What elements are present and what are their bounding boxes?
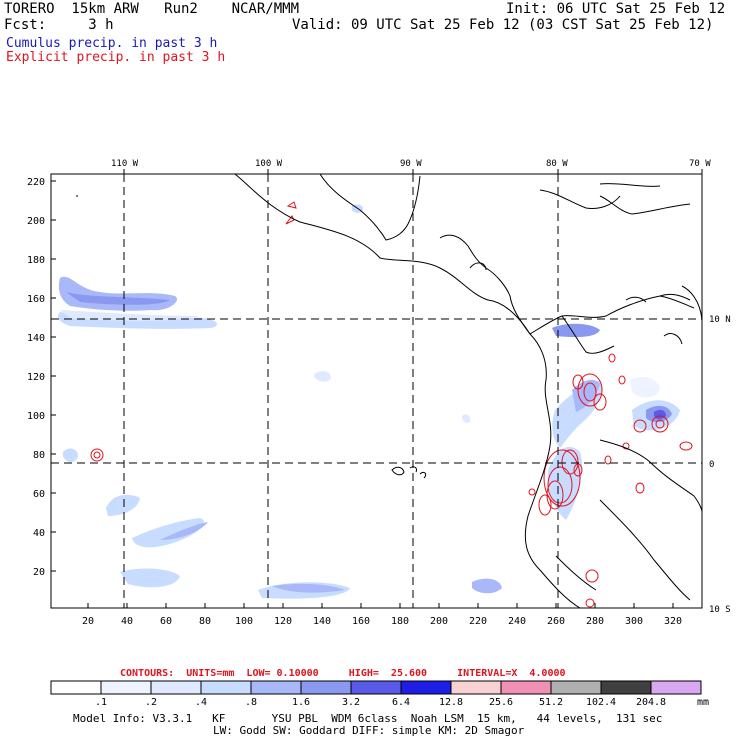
y-tick: 80 (33, 450, 45, 461)
x-tick: 200 (430, 616, 448, 627)
x-tick: 260 (547, 616, 565, 627)
x-tick: 60 (160, 616, 172, 627)
colorbar-label: 51.2 (539, 697, 563, 708)
colorbar-label: 3.2 (342, 697, 360, 708)
y-tick: 180 (27, 255, 45, 266)
colorbar-swatch (200, 680, 252, 695)
x-tick: 220 (469, 616, 487, 627)
colorbar-swatch (150, 680, 202, 695)
colorbar-label: .8 (245, 697, 257, 708)
colorbar-swatch (600, 680, 652, 695)
x-tick: 240 (508, 616, 526, 627)
lat-label: 10 S (709, 605, 731, 615)
y-tick: 140 (27, 333, 45, 344)
colorbar-label: 102.4 (586, 697, 616, 708)
colorbar-swatch (50, 680, 102, 695)
x-tick: 180 (391, 616, 409, 627)
y-tick: 100 (27, 411, 45, 422)
x-tick: 140 (313, 616, 331, 627)
physics-info: LW: Godd SW: Goddard DIFF: simple KM: 2D… (213, 724, 525, 737)
colorbar-label: 25.6 (489, 697, 513, 708)
lat-label: 0 (709, 460, 714, 470)
colorbar-swatch (450, 680, 502, 695)
lat-label: 10 N (709, 315, 731, 325)
lon-label: 90 W (400, 159, 422, 169)
colorbar-label: 204.8 (636, 697, 666, 708)
valid-time: Valid: 09 UTC Sat 25 Feb 12 (03 CST Sat … (292, 17, 714, 33)
lon-label: 70 W (689, 159, 711, 169)
x-tick: 80 (199, 616, 211, 627)
colorbar-swatch (250, 680, 302, 695)
x-tick: 20 (82, 616, 94, 627)
forecast-hour: Fcst: 3 h (4, 17, 114, 33)
colorbar-swatch (550, 680, 602, 695)
y-tick: 120 (27, 372, 45, 383)
lon-label: 100 W (255, 159, 283, 169)
colorbar-swatch (100, 680, 152, 695)
lon-label: 80 W (546, 159, 568, 169)
colorbar-label: .2 (145, 697, 157, 708)
cumulus-precip-shading (58, 204, 680, 599)
explicit-precip-contours (90, 201, 693, 608)
colorbar-swatch (650, 680, 702, 695)
colorbar-label: 6.4 (392, 697, 410, 708)
colorbar-swatch (400, 680, 452, 695)
map-frame (50, 173, 703, 609)
y-tick: 220 (27, 177, 45, 188)
model-title: TORERO 15km ARW Run2 NCAR/MMM (4, 1, 300, 17)
model-info: Model Info: V3.3.1 KF YSU PBL WDM 6class… (73, 712, 663, 725)
latlon-grid (51, 174, 702, 608)
contours-info: CONTOURS: UNITS=mm LOW= 0.10000 HIGH= 25… (120, 668, 566, 679)
x-tick: 40 (121, 616, 133, 627)
field-explicit-label: Explicit precip. in past 3 h (6, 50, 226, 65)
y-tick: 60 (33, 489, 45, 500)
x-tick: 320 (664, 616, 682, 627)
colorbar-swatch (500, 680, 552, 695)
x-tick: 120 (274, 616, 292, 627)
x-tick: 100 (235, 616, 253, 627)
x-tick: 300 (625, 616, 643, 627)
init-time: Init: 06 UTC Sat 25 Feb 12 (506, 1, 726, 17)
colorbar-swatch (300, 680, 352, 695)
y-tick: 40 (33, 528, 45, 539)
colorbar-label: .1 (95, 697, 107, 708)
y-tick: 160 (27, 294, 45, 305)
colorbar-label: .4 (195, 697, 207, 708)
colorbar-unit: mm (697, 697, 709, 708)
x-tick: 160 (352, 616, 370, 627)
y-tick: 20 (33, 567, 45, 578)
colorbar-swatch (350, 680, 402, 695)
y-tick: 200 (27, 216, 45, 227)
colorbar: .1 .2 .4 .8 1.6 3.2 6.4 12.8 25.6 51.2 1… (50, 680, 709, 708)
colorbar-label: 1.6 (292, 697, 310, 708)
colorbar-label: 12.8 (439, 697, 463, 708)
lon-label: 110 W (111, 159, 139, 169)
field-cumulus-label: Cumulus precip. in past 3 h (6, 36, 218, 51)
coastlines (76, 173, 703, 609)
x-tick: 280 (586, 616, 604, 627)
